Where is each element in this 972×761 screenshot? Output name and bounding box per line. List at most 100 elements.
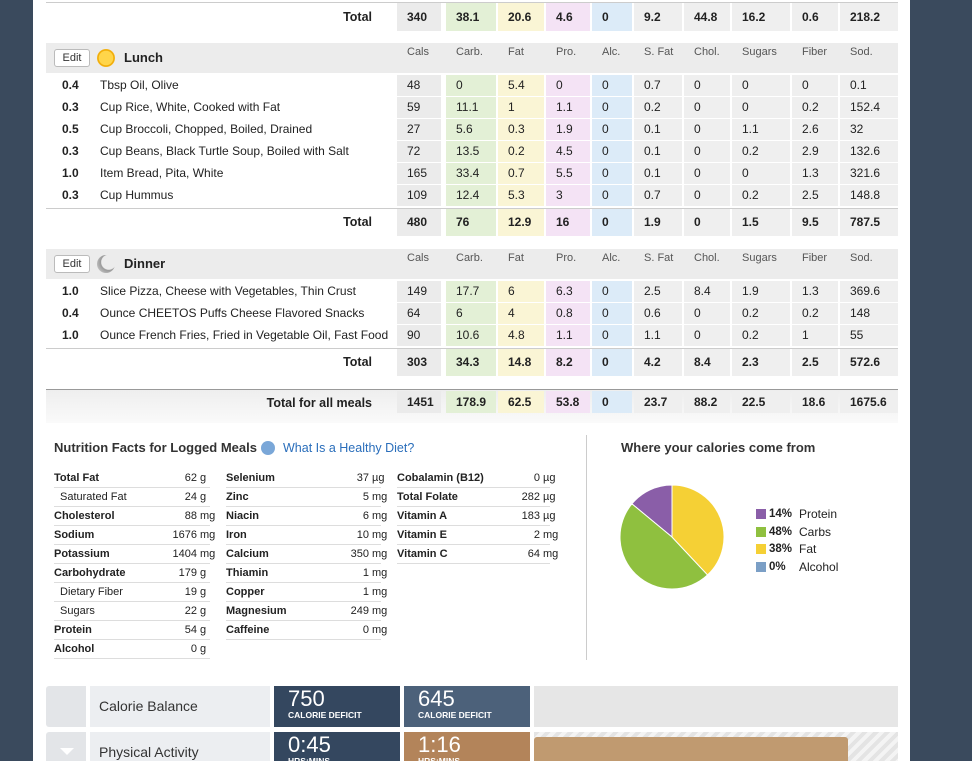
nutrient-amount: 1 bbox=[362, 567, 369, 579]
value-cell: 0 bbox=[684, 75, 730, 96]
quantity: 0.4 bbox=[62, 306, 79, 320]
meal-name: Dinner bbox=[124, 256, 166, 271]
nutrient-unit: µg bbox=[372, 472, 385, 484]
value-cell: 0 bbox=[684, 97, 730, 118]
total-label: Total bbox=[343, 215, 372, 229]
value-cell: 0 bbox=[592, 303, 632, 324]
row-label-box bbox=[90, 686, 270, 727]
column-header: Pro. bbox=[556, 46, 577, 58]
value-cell: 0.7 bbox=[498, 163, 544, 184]
nutrient-unit: g bbox=[200, 567, 207, 579]
calorie-pie bbox=[619, 484, 725, 590]
nutrient-amount: 0 bbox=[533, 472, 540, 484]
value-cell: 2.6 bbox=[792, 119, 838, 140]
stat-tile: 750 CALORIE DEFICIT bbox=[274, 686, 400, 727]
quantity: 1.0 bbox=[62, 328, 79, 342]
nutrient-name: Calcium bbox=[226, 548, 269, 560]
nutrient-row: Potassium 1404 mg bbox=[54, 545, 215, 564]
nutrient-unit: mg bbox=[200, 510, 216, 522]
value-cell: 1.3 bbox=[792, 163, 838, 184]
value-cell: 0 bbox=[546, 75, 590, 96]
total-cell: 8.4 bbox=[684, 349, 730, 376]
meal-icon bbox=[97, 49, 115, 67]
nutrient-amount: 37 bbox=[356, 472, 369, 484]
legend-swatch bbox=[756, 544, 766, 555]
value-cell: 1.9 bbox=[732, 281, 790, 302]
total-cell: 44.8 bbox=[684, 3, 730, 31]
nutrient-unit: mg bbox=[372, 491, 388, 503]
nutrient-amount: 350 bbox=[350, 548, 369, 560]
row-label: Physical Activity bbox=[99, 744, 199, 760]
nutrient-name: Sodium bbox=[54, 529, 95, 541]
column-header: Carb. bbox=[456, 252, 483, 264]
healthy-diet-link[interactable]: What Is a Healthy Diet? bbox=[283, 441, 415, 455]
value-cell: 0.1 bbox=[634, 119, 682, 140]
total-cell: 38.1 bbox=[446, 3, 496, 31]
pie-slice bbox=[619, 503, 709, 590]
nutrient-unit: µg bbox=[543, 510, 556, 522]
column-header: Fat bbox=[508, 252, 524, 264]
nutrient-amount: 6 bbox=[362, 510, 369, 522]
value-cell: 64 bbox=[397, 303, 441, 324]
total-cell: 0.6 bbox=[792, 3, 838, 31]
tile-value: 1:16 bbox=[418, 732, 461, 757]
column-header: Chol. bbox=[694, 46, 720, 58]
legend-name: Fat bbox=[799, 542, 817, 557]
nutrient-row: Sugars 22 g bbox=[54, 602, 210, 621]
value-cell: 0.2 bbox=[732, 141, 790, 162]
nutrient-row: Calcium 350 mg bbox=[226, 545, 387, 564]
value-cell: 369.6 bbox=[840, 281, 898, 302]
value-cell: 2.5 bbox=[792, 185, 838, 206]
nutrient-amount: 0 bbox=[190, 643, 197, 655]
nutrient-unit: mg bbox=[372, 510, 388, 522]
legend-swatch bbox=[756, 526, 766, 537]
nutrient-unit: g bbox=[200, 472, 207, 484]
tile-caption: HRS:MINS bbox=[288, 756, 331, 761]
tile-value: 750 bbox=[288, 686, 325, 711]
value-cell: 2.5 bbox=[634, 281, 682, 302]
legend-percent: 0% bbox=[769, 561, 786, 574]
nutrient-unit: g bbox=[200, 605, 207, 617]
value-cell: 165 bbox=[397, 163, 441, 184]
total-cell: 0 bbox=[592, 209, 632, 236]
nutrient-unit: g bbox=[200, 586, 207, 598]
value-cell: 5.3 bbox=[498, 185, 544, 206]
nutrient-row: Caffeine 0 mg bbox=[226, 621, 387, 640]
total-cell: 16.2 bbox=[732, 3, 790, 31]
value-cell: 0 bbox=[592, 185, 632, 206]
value-cell: 0.2 bbox=[732, 303, 790, 324]
separator bbox=[46, 2, 898, 3]
nutrient-name: Zinc bbox=[226, 491, 249, 503]
nutrient-amount: 24 bbox=[184, 491, 197, 503]
total-cell: 218.2 bbox=[840, 3, 898, 31]
food-description: Slice Pizza, Cheese with Vegetables, Thi… bbox=[100, 284, 356, 298]
value-cell: 1.1 bbox=[732, 119, 790, 140]
column-header: Sugars bbox=[742, 46, 777, 58]
total-cell: 1675.6 bbox=[840, 391, 898, 413]
nutrient-row: Iron 10 mg bbox=[226, 526, 387, 545]
value-cell: 4.8 bbox=[498, 325, 544, 346]
value-cell: 90 bbox=[397, 325, 441, 346]
legend-name: Alcohol bbox=[799, 560, 839, 575]
nutrient-unit: mg bbox=[372, 567, 388, 579]
nutrient-name: Niacin bbox=[226, 510, 260, 522]
value-cell: 0.7 bbox=[634, 75, 682, 96]
nutrient-name: Sugars bbox=[60, 605, 95, 617]
value-cell: 0 bbox=[732, 163, 790, 184]
food-description: Tbsp Oil, Olive bbox=[100, 78, 179, 92]
nutrient-row: Alcohol 0 g bbox=[54, 640, 210, 659]
value-cell: 0 bbox=[592, 141, 632, 162]
value-cell: 0 bbox=[592, 163, 632, 184]
nutrient-name: Saturated Fat bbox=[60, 491, 127, 503]
edit-button[interactable]: Edit bbox=[54, 255, 90, 273]
food-description: Ounce French Fries, Fried in Vegetable O… bbox=[100, 328, 389, 342]
column-header: S. Fat bbox=[644, 252, 674, 264]
value-cell: 109 bbox=[397, 185, 441, 206]
value-cell: 0 bbox=[684, 185, 730, 206]
total-cell: 2.3 bbox=[732, 349, 790, 376]
nutrient-name: Total Fat bbox=[54, 472, 100, 484]
nutrient-unit: g bbox=[200, 624, 207, 636]
nutrient-name: Vitamin C bbox=[397, 548, 448, 560]
edit-button[interactable]: Edit bbox=[54, 49, 90, 67]
value-cell: 12.4 bbox=[446, 185, 496, 206]
